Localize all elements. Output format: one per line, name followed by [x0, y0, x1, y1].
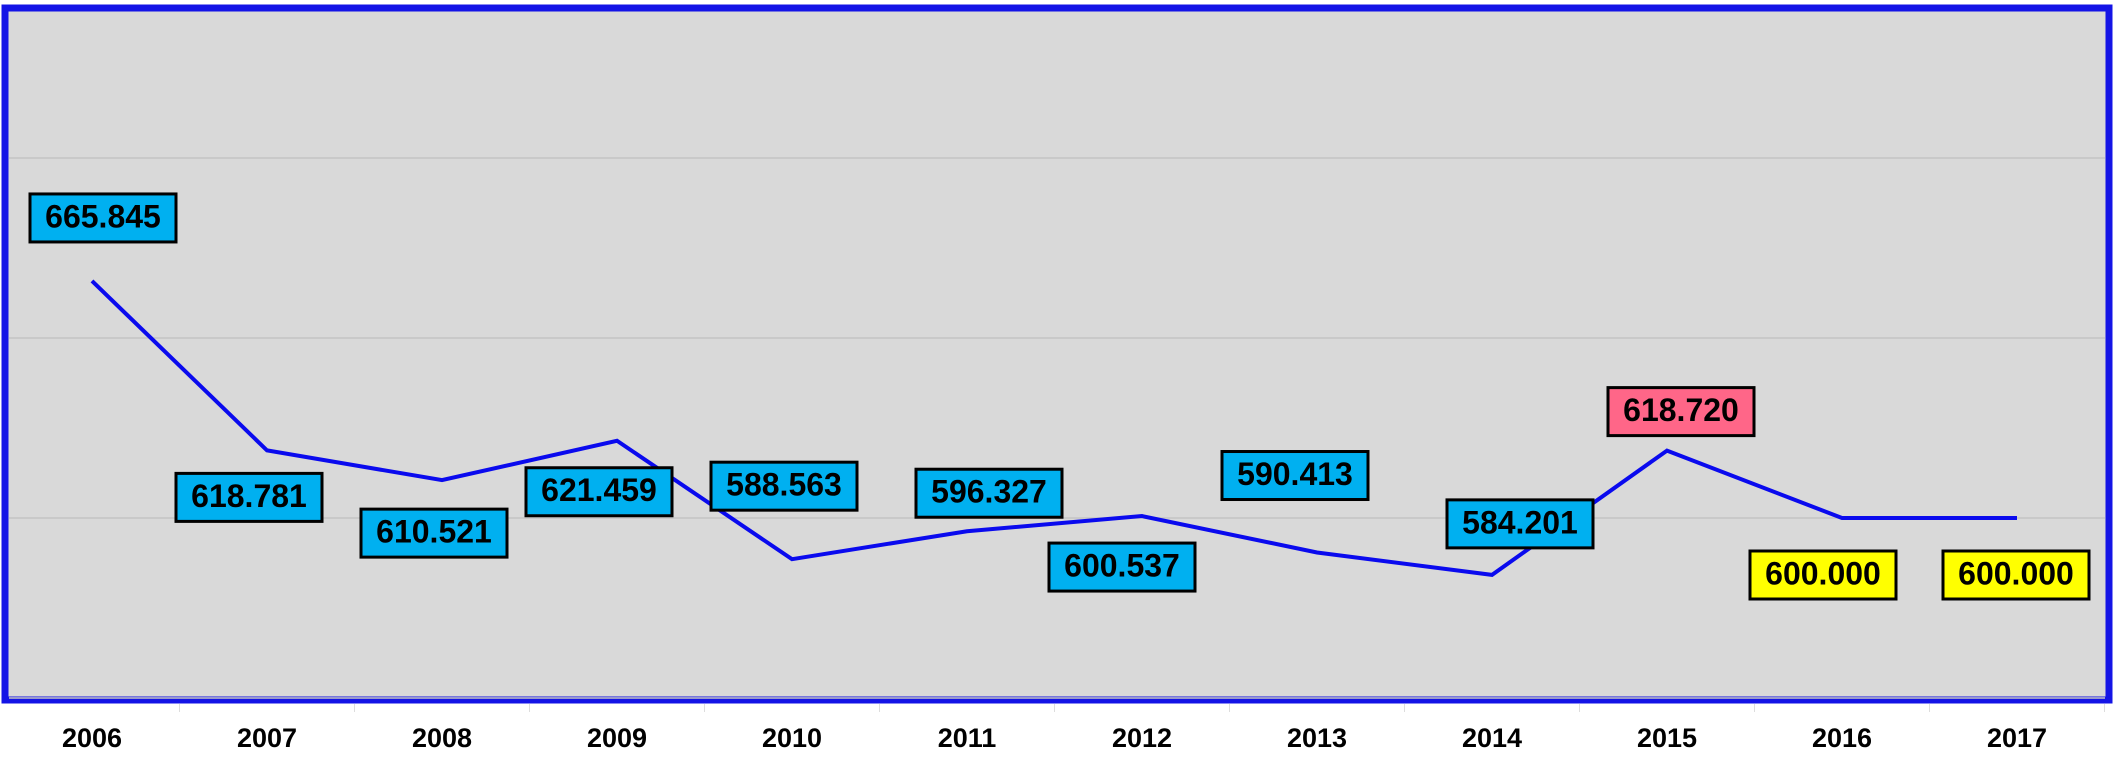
value-label: 618.781: [191, 478, 307, 514]
value-label: 618.720: [1623, 392, 1739, 428]
value-label: 621.459: [541, 472, 657, 508]
value-label: 610.521: [376, 514, 492, 550]
value-label: 590.413: [1237, 456, 1353, 492]
x-tick-label: 2017: [1987, 723, 2047, 753]
x-tick-label: 2013: [1287, 723, 1347, 753]
x-tick-label: 2011: [938, 723, 997, 753]
value-label-box: [524, 466, 674, 518]
value-label-box: [1445, 498, 1595, 550]
value-label: 584.201: [1462, 504, 1578, 540]
value-label-box: [1220, 450, 1370, 502]
value-label-box: [1941, 549, 2091, 601]
x-tick-label: 2007: [237, 723, 297, 753]
value-label: 600.000: [1958, 555, 2074, 591]
value-label: 600.000: [1765, 555, 1881, 591]
value-label-box: [1606, 386, 1756, 438]
x-tick-label: 2014: [1462, 723, 1522, 753]
value-label: 600.537: [1064, 548, 1180, 584]
value-label: 665.845: [45, 198, 161, 234]
series-line: [90, 279, 2017, 577]
value-label-box: [709, 460, 859, 512]
x-tick-label: 2015: [1637, 723, 1697, 753]
x-tick-label: 2008: [412, 723, 472, 753]
value-label: 588.563: [726, 467, 842, 503]
x-tick-label: 2010: [762, 723, 822, 753]
value-label-box: [359, 507, 509, 559]
x-tick-label: 2016: [1812, 723, 1872, 753]
x-tick-label: 2012: [1112, 723, 1172, 753]
value-label-box: [914, 467, 1064, 519]
value-label-box: [174, 471, 324, 523]
value-label-box: [28, 192, 178, 244]
value-label-box: [1748, 549, 1898, 601]
x-tick-label: 2009: [587, 723, 647, 753]
x-tick-label: 2006: [62, 723, 122, 753]
value-label: 596.327: [931, 474, 1047, 510]
value-label-box: [1047, 541, 1197, 593]
